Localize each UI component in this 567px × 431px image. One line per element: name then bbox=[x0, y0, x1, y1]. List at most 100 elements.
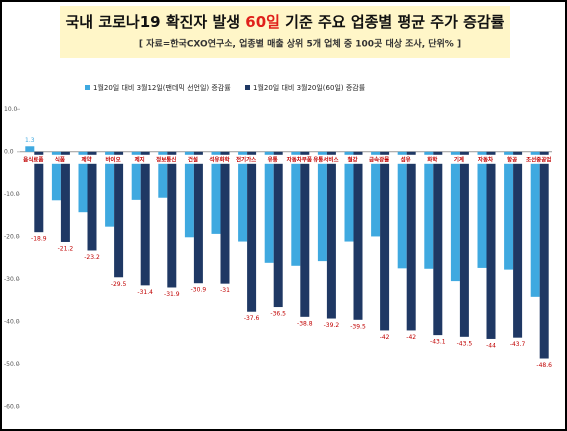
value-label: -21.2 bbox=[58, 245, 74, 252]
value-label: -25.7 bbox=[315, 265, 331, 272]
value-label: -19.9 bbox=[368, 240, 384, 247]
bar bbox=[344, 151, 354, 242]
y-tick-label: -10.0 bbox=[4, 191, 20, 198]
value-label: -21.1 bbox=[235, 245, 251, 252]
category-label-bg bbox=[180, 154, 205, 164]
x-tick-label: 전기가스 bbox=[236, 155, 256, 163]
x-tick-label: 자동차부품 bbox=[287, 155, 312, 163]
title-highlight: 60일 bbox=[245, 13, 280, 31]
value-label: -26.8 bbox=[288, 269, 304, 276]
value-label: -10.8 bbox=[155, 201, 171, 208]
bar bbox=[353, 151, 363, 320]
y-tick-label: -20.0 bbox=[4, 233, 20, 240]
value-label: -27.4 bbox=[394, 272, 410, 279]
bar bbox=[450, 151, 460, 282]
x-tick-label: 식품 bbox=[55, 155, 65, 163]
category-label-bg bbox=[154, 154, 179, 164]
bar bbox=[371, 151, 381, 237]
y-tick-label: -60.0 bbox=[4, 404, 20, 411]
category-label-bg bbox=[234, 154, 259, 164]
value-label: -29.5 bbox=[111, 281, 127, 288]
bar bbox=[273, 151, 283, 308]
value-label: -26.1 bbox=[261, 266, 277, 273]
value-label: -34.1 bbox=[527, 300, 543, 307]
bar bbox=[397, 151, 407, 269]
value-label: -21.1 bbox=[341, 245, 357, 252]
bar bbox=[60, 151, 70, 242]
y-tick-label: -50.0 bbox=[4, 361, 20, 368]
value-label: -11.4 bbox=[49, 204, 65, 211]
category-label-bg bbox=[101, 154, 126, 164]
bar bbox=[238, 151, 248, 242]
legend-label: 1월20일 대비 3월12일(팬데믹 선언일) 증감률 bbox=[93, 83, 231, 92]
value-label: -38.8 bbox=[297, 320, 313, 327]
category-label-bg bbox=[526, 154, 551, 164]
bar bbox=[25, 146, 35, 152]
value-label: -42 bbox=[406, 334, 416, 341]
value-label: -20.1 bbox=[182, 241, 198, 248]
x-tick-label: 제약 bbox=[81, 155, 91, 163]
value-label: -27.7 bbox=[501, 273, 517, 280]
value-label: -43.5 bbox=[457, 340, 473, 347]
x-tick-label: 항공 bbox=[507, 155, 517, 163]
category-label-bg bbox=[313, 154, 338, 164]
value-label: -27.5 bbox=[421, 272, 437, 279]
x-tick-label: 화학 bbox=[427, 155, 437, 163]
value-label: -23.2 bbox=[84, 254, 100, 261]
x-tick-label: 건설 bbox=[188, 155, 198, 163]
bar bbox=[504, 151, 514, 270]
category-label-bg bbox=[446, 154, 471, 164]
bar bbox=[34, 151, 44, 233]
category-label-bg bbox=[473, 154, 498, 164]
subtitle: [ 자료=한국CXO연구소, 업종별 매출 상위 5개 업체 중 100곳 대상… bbox=[139, 38, 461, 50]
x-tick-label: 자동차 bbox=[478, 155, 494, 163]
x-tick-label: 제지 bbox=[135, 155, 145, 163]
value-label: -36.5 bbox=[270, 311, 286, 318]
value-label: -48.6 bbox=[536, 362, 552, 369]
value-label: -42 bbox=[380, 334, 390, 341]
legend-swatch bbox=[85, 85, 90, 90]
value-label: 1.3 bbox=[25, 137, 35, 144]
x-tick-label: 조선중공업 bbox=[526, 155, 551, 163]
y-tick-label: 0.0 bbox=[4, 148, 14, 155]
bar bbox=[530, 151, 540, 297]
bar bbox=[406, 151, 416, 331]
bar bbox=[513, 151, 523, 338]
value-label: -17.6 bbox=[102, 230, 118, 237]
category-label-bg bbox=[260, 154, 285, 164]
bar bbox=[247, 151, 257, 312]
bar bbox=[140, 151, 150, 286]
value-label: -19.3 bbox=[208, 237, 224, 244]
y-tick-label: 10.0 bbox=[4, 106, 18, 113]
value-label: -30.4 bbox=[448, 285, 464, 292]
category-label-bg bbox=[287, 154, 312, 164]
bar bbox=[193, 151, 203, 284]
bar bbox=[326, 151, 336, 319]
x-tick-label: 음식료품 bbox=[23, 155, 43, 163]
x-tick-label: 정보통신 bbox=[156, 155, 176, 163]
bar bbox=[131, 151, 141, 200]
bar bbox=[486, 151, 496, 339]
category-label-bg bbox=[127, 154, 152, 164]
x-tick-label: 금속광물 bbox=[369, 155, 389, 163]
category-label-bg bbox=[420, 154, 445, 164]
value-label: -43.1 bbox=[430, 339, 446, 346]
x-tick-label: 철강 bbox=[347, 155, 357, 163]
value-label: -11.3 bbox=[128, 203, 144, 210]
bar bbox=[105, 151, 115, 227]
value-label: -14.2 bbox=[75, 216, 91, 223]
bar bbox=[158, 151, 168, 198]
bar bbox=[264, 151, 274, 263]
x-tick-label: 섬유 bbox=[401, 155, 411, 163]
value-label: -31 bbox=[220, 287, 230, 294]
x-tick-label: 유통서비스 bbox=[313, 155, 338, 163]
bar bbox=[114, 151, 124, 278]
category-label-bg bbox=[207, 154, 232, 164]
bar bbox=[291, 151, 301, 266]
bar bbox=[539, 151, 549, 359]
value-label: -27.3 bbox=[474, 271, 490, 278]
x-tick-label: 기계 bbox=[454, 155, 464, 163]
bar bbox=[51, 151, 61, 201]
bar bbox=[220, 151, 230, 284]
bar bbox=[87, 151, 97, 251]
